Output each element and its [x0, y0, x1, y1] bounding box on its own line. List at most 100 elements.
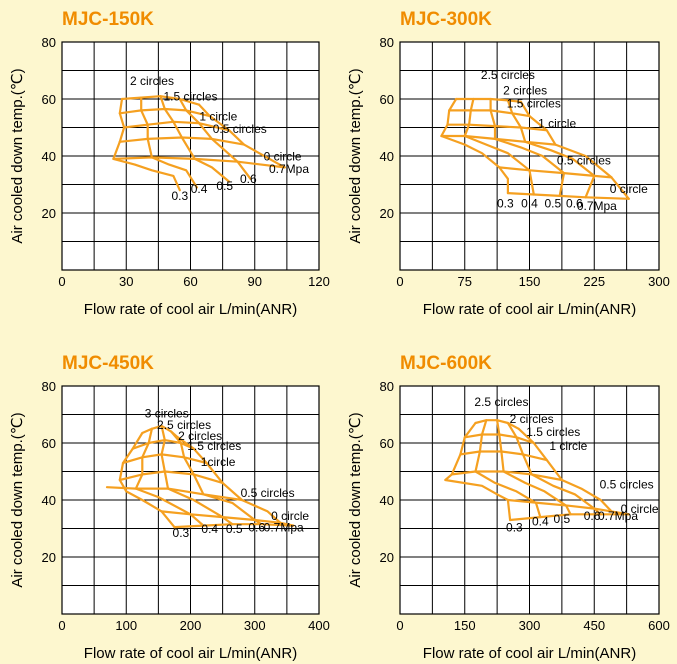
y-tick-label: 20	[42, 206, 56, 221]
series-line	[134, 427, 205, 527]
pressure-label: 0.6	[584, 509, 601, 523]
pressure-label: 0.5	[216, 179, 233, 193]
x-tick-label: 100	[115, 618, 137, 633]
pressure-label: 0.5	[544, 196, 561, 210]
pressure-label: 0.5	[554, 512, 571, 526]
circle-label: 1.5 circles	[163, 89, 217, 103]
pressure-label: 0.4	[521, 196, 538, 210]
series-line	[140, 96, 198, 189]
y-tick-label: 80	[380, 379, 394, 394]
chart-panel-3: MJC-450K 0 100 200 300 400 20 40 60 80 Flow rate o…	[9, 353, 330, 662]
circle-label: 0.5 circles	[600, 478, 654, 492]
chart-title: MJC-300K	[400, 9, 492, 30]
y-tick-label: 40	[380, 149, 394, 164]
circle-label: 2 circles	[130, 74, 174, 88]
y-axis-label: Air cooled down temp.(℃)	[9, 68, 26, 243]
circle-label: 1.5 circles	[507, 97, 561, 111]
y-tick-label: 60	[380, 436, 394, 451]
series-line	[160, 424, 234, 526]
pressure-label: 0.3	[506, 520, 523, 534]
series-line	[198, 103, 286, 169]
pressure-label: 0.7Mpa	[264, 520, 304, 534]
x-tick-label: 0	[58, 618, 65, 633]
pressure-label: 0.6	[248, 520, 265, 534]
y-tick-label: 20	[380, 206, 394, 221]
x-tick-label: 300	[244, 618, 266, 633]
series-line	[519, 100, 630, 200]
x-tick-label: 300	[519, 618, 541, 633]
circle-label: 0.5 circles	[241, 486, 295, 500]
circle-label: 0 circle	[271, 509, 309, 523]
y-axis-label: Air cooled down temp.(℃)	[347, 68, 364, 243]
x-axis-label: Flow rate of cool air L/min(ANR)	[84, 301, 297, 318]
circle-label: 3 circles	[145, 406, 189, 420]
series-line	[444, 421, 512, 522]
circle-label: 2.5 circles	[157, 418, 211, 432]
series-line	[176, 436, 295, 527]
x-axis-label: Flow rate of cool air L/min(ANR)	[423, 645, 636, 662]
series-line	[506, 99, 596, 199]
series-line	[159, 95, 231, 183]
circle-label: 2 circles	[510, 412, 554, 426]
series-line	[118, 431, 176, 529]
x-tick-label: 75	[458, 274, 472, 289]
y-tick-label: 40	[42, 149, 56, 164]
series-line	[496, 419, 572, 516]
series-line	[440, 97, 509, 195]
pressure-label: 0.7Mpa	[269, 162, 309, 176]
y-tick-label: 80	[380, 35, 394, 50]
x-tick-label: 150	[519, 274, 541, 289]
x-axis-label: Flow rate of cool air L/min(ANR)	[423, 301, 636, 318]
chart-title: MJC-150K	[62, 9, 154, 30]
series-line	[178, 97, 252, 180]
circle-label: 0 circle	[621, 502, 659, 516]
x-tick-label: 0	[58, 274, 65, 289]
series-line	[517, 427, 630, 516]
pressure-label: 0.5	[226, 522, 243, 536]
pressure-label: 0.4	[532, 515, 549, 529]
y-tick-label: 80	[42, 35, 56, 50]
y-tick-label: 60	[380, 92, 394, 107]
series-line	[474, 419, 542, 519]
chart-panel-1: MJC-150K 0 30 60 90 120 20 40 60 80 Flow rate of c…	[9, 9, 330, 318]
chart-panel-4: MJC-600K 0 150 300 450 600 20 40 60 80 Flow rate o…	[347, 353, 670, 662]
circle-label: 1 circle	[199, 109, 237, 123]
x-tick-label: 60	[183, 274, 197, 289]
y-tick-label: 40	[42, 493, 56, 508]
pressure-label: 0.6	[240, 172, 257, 186]
circle-label: 2 circles	[503, 84, 547, 98]
pressure-label: 0.4	[191, 182, 208, 196]
x-tick-label: 0	[396, 618, 403, 633]
circle-label: 1 circle	[538, 117, 576, 131]
circle-label: 0.5 circles	[557, 154, 611, 168]
pressure-label: 0.3	[173, 526, 190, 540]
y-tick-label: 60	[42, 436, 56, 451]
x-tick-label: 225	[583, 274, 605, 289]
y-tick-label: 40	[380, 493, 394, 508]
circle-label: 1 circle	[549, 439, 587, 453]
pressure-label: 0.3	[497, 196, 514, 210]
circle-label: 2.5 circles	[481, 68, 535, 82]
pressure-label: 0.6	[566, 196, 583, 210]
x-axis-label: Flow rate of cool air L/min(ANR)	[84, 645, 297, 662]
chart-title: MJC-450K	[62, 353, 154, 374]
y-tick-label: 20	[42, 550, 56, 565]
series-line	[463, 97, 535, 196]
x-tick-label: 30	[119, 274, 133, 289]
chart-panel-2: MJC-300K 0 75 150 225 300 20 40 60 80 Flow rate of…	[347, 9, 670, 318]
circle-label: 1.5 circles	[187, 439, 241, 453]
series-line	[489, 97, 566, 197]
y-axis-label: Air cooled down temp.(℃)	[347, 412, 364, 587]
pressure-label: 0.3	[171, 189, 188, 203]
circle-label: 2.5 circles	[474, 395, 528, 409]
pressure-label: 0.7Mpa	[577, 199, 617, 213]
series-line	[170, 430, 263, 526]
x-tick-label: 600	[648, 618, 670, 633]
y-axis-label: Air cooled down temp.(℃)	[9, 412, 26, 587]
circle-label: 1circle	[201, 455, 236, 469]
x-tick-label: 0	[396, 274, 403, 289]
x-tick-label: 450	[583, 618, 605, 633]
x-tick-label: 400	[308, 618, 330, 633]
x-tick-label: 90	[248, 274, 262, 289]
